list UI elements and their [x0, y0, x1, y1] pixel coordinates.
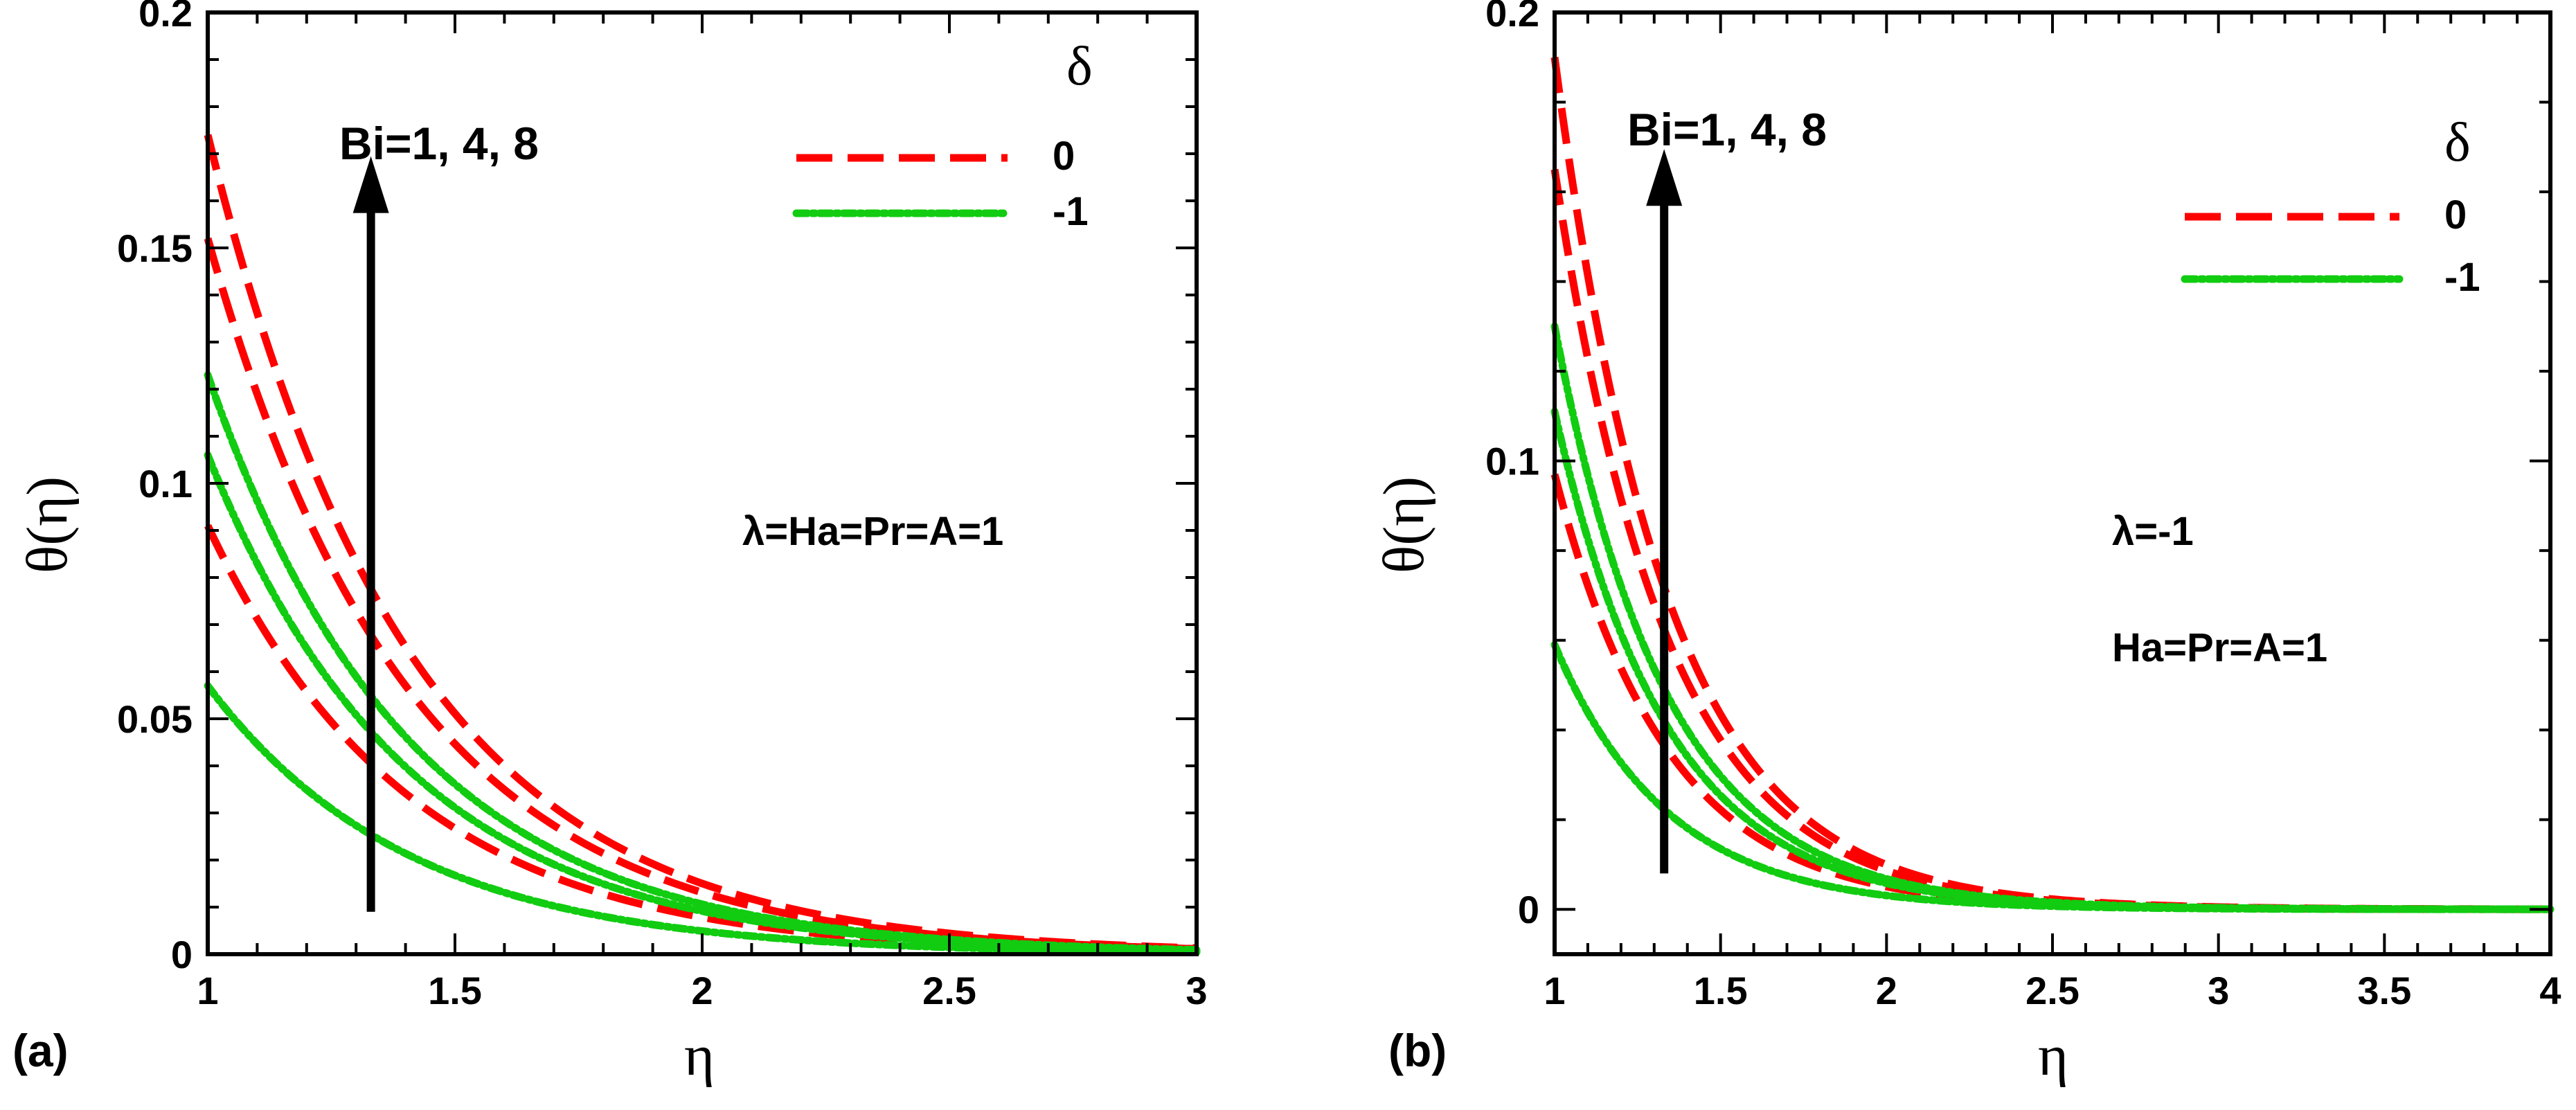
panel-b-series-delta-m1-bi-4 [1550, 407, 2555, 913]
panel-a-y-tick-label: 0 [171, 933, 193, 976]
panel-b-x-tick-label: 4 [2539, 969, 2561, 1012]
panel-b-legend-label-1: -1 [2444, 255, 2480, 300]
panel-b-x-tick-label: 2.5 [2025, 969, 2079, 1012]
panel-b-label: (b) [1388, 1025, 1447, 1076]
panel-b-x-tick-label: 1 [1544, 969, 1565, 1012]
panel-a-x-tick-label: 2 [691, 969, 713, 1012]
panel-a-y-tick-label: 0.2 [138, 0, 193, 35]
panel-b-series-delta-m1-bi-8 [1550, 322, 2555, 913]
panel-b-y-tick-label: 0 [1518, 888, 1539, 931]
panel-a: 1 1.5 2 2.5 300.050.10.150.2 (a) η θ(η) δ 0 … [12, 0, 1208, 1088]
panel-a-label: (a) [12, 1025, 69, 1076]
panel-a-arrow-label: Bi=1, 4, 8 [339, 118, 539, 169]
panel-a-y-tick-label: 0.15 [117, 226, 193, 270]
panel-b-series-delta-0-bi-1 [1550, 473, 2551, 913]
panel-a-y-tick-label: 0.1 [138, 462, 193, 505]
panel-b-arrow-label: Bi=1, 4, 8 [1627, 104, 1827, 155]
panel-b-x-tick-label: 3.5 [2357, 969, 2411, 1012]
panel-b-y-tick-label: 0.1 [1485, 440, 1539, 483]
panel-b-legend-label-0: 0 [2444, 193, 2467, 238]
panel-b-y-tick-label: 0.2 [1485, 0, 1539, 35]
panel-a-legend-title: δ [1066, 36, 1093, 97]
panel-a-x-tick-label: 1.5 [428, 969, 482, 1012]
panel-a-x-tick-label: 2.5 [922, 969, 976, 1012]
panel-a-legend-label-1: -1 [1053, 189, 1089, 234]
panel-a-legend-label-0: 0 [1053, 134, 1075, 179]
panel-a-x-tick-label: 1 [197, 969, 218, 1012]
panel-b-legend-title: δ [2444, 112, 2471, 173]
panel-a-y-tick-label: 0.05 [117, 697, 193, 741]
panel-a-series-delta-0-bi-4 [204, 237, 1197, 953]
panel-b-x-tick-label: 2 [1876, 969, 1897, 1012]
panel-a-plot-area: 1 1.5 2 2.5 3 0 0.05 0.1 0.15 0.2 [117, 0, 1208, 1012]
panel-b-ylabel: θ(η) [1372, 476, 1436, 573]
panel-b-annotation-1: Ha=Pr=A=1 [2112, 625, 2327, 670]
panel-b-x-tick-label: 1.5 [1694, 969, 1748, 1012]
panel-a-series-delta-m1-bi-8 [204, 371, 1201, 954]
panel-a-ylabel: θ(η) [15, 476, 80, 573]
panel-b-bi-arrow-head [1646, 149, 1683, 206]
panel-b-annotation-0: λ=-1 [2112, 509, 2194, 554]
panel-b-x-tick-label: 3 [2208, 969, 2229, 1012]
panel-a-xlabel: η [684, 1023, 715, 1088]
panel-b-plot-area: 1 1.5 2 2.5 3 3.5 4 0 0.1 0.2 [1485, 0, 2561, 1012]
panel-a-bi-arrow-head [352, 156, 389, 213]
panel-b: 1 1.5 2 2.5 3 3.5 4 0 0.1 0.2 (b) η θ(η) δ 0 -1 B… [1372, 0, 2561, 1088]
panel-a-annotation-0: λ=Ha=Pr=A=1 [742, 509, 1003, 554]
panel-b-xlabel: η [2038, 1023, 2068, 1088]
panel-a-series-delta-m1-bi-4 [204, 451, 1201, 955]
panel-a-x-tick-label: 3 [1186, 969, 1207, 1012]
